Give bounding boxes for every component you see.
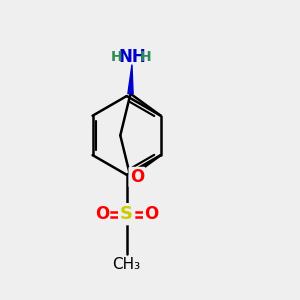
Text: O: O (130, 168, 144, 186)
Text: S: S (120, 205, 133, 223)
Text: O: O (95, 205, 109, 223)
Polygon shape (128, 64, 133, 94)
Text: CH₃: CH₃ (112, 257, 141, 272)
Text: H: H (111, 50, 123, 64)
Text: H: H (140, 50, 151, 64)
Text: O: O (144, 205, 159, 223)
Text: NH: NH (118, 48, 146, 66)
